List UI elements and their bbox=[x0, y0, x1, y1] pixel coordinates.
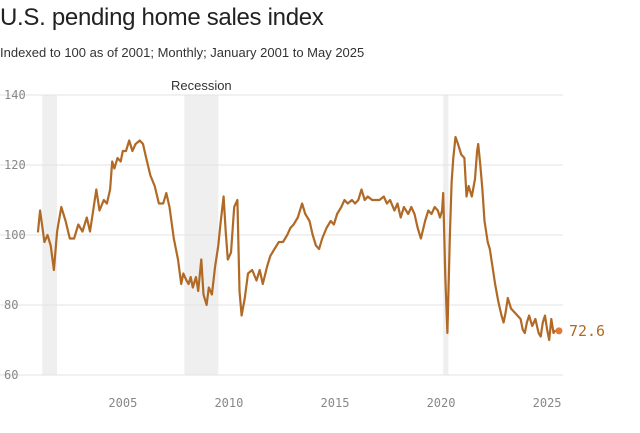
y-tick-label-80: 80 bbox=[4, 298, 18, 312]
end-point-dot bbox=[555, 327, 563, 335]
y-tick-label-140: 140 bbox=[4, 88, 26, 102]
series-line bbox=[36, 135, 556, 342]
y-tick-label-100: 100 bbox=[4, 228, 26, 242]
end-value-label: 72.6 bbox=[569, 322, 605, 340]
chart-title: U.S. pending home sales index bbox=[0, 4, 324, 31]
x-tick-label-2015: 2015 bbox=[321, 396, 350, 410]
y-tick-label-60: 60 bbox=[4, 368, 18, 382]
x-tick-label-2010: 2010 bbox=[214, 396, 243, 410]
y-tick-label-120: 120 bbox=[4, 158, 26, 172]
x-tick-label-2005: 2005 bbox=[108, 396, 137, 410]
recession-label: Recession bbox=[171, 78, 232, 93]
x-tick-label-2025: 2025 bbox=[533, 396, 562, 410]
x-tick-label-2020: 2020 bbox=[427, 396, 456, 410]
chart-subtitle: Indexed to 100 as of 2001; Monthly; Janu… bbox=[0, 45, 365, 60]
